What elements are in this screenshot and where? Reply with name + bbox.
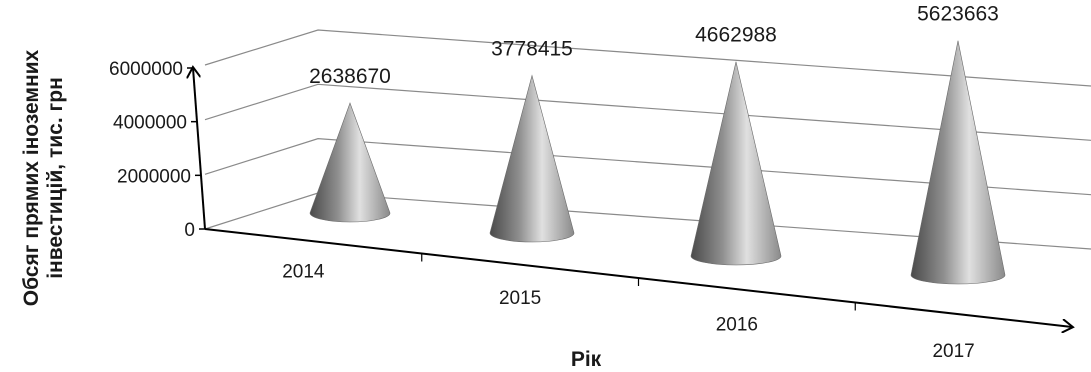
x-axis-ticks: 2014 2015 2016 2017 <box>282 253 975 362</box>
y-axis-ticks: 0 2000000 4000000 6000000 <box>109 59 205 241</box>
x-tick-label: 2014 <box>282 261 325 282</box>
cone-body <box>309 102 391 223</box>
cone-2016 <box>690 61 782 266</box>
gridline <box>204 138 1091 196</box>
y-axis-title-line-1: Обсяг прямих іноземних <box>20 49 43 306</box>
x-tick-label: 2016 <box>716 314 758 335</box>
data-label: 4662988 <box>695 24 777 47</box>
y-tick-label: 2000000 <box>117 166 191 187</box>
gridline <box>204 83 1091 141</box>
cone-2014 <box>309 102 391 223</box>
data-labels: 2638670 3778415 4662988 5623663 <box>309 3 999 88</box>
data-label: 3778415 <box>491 38 573 61</box>
cone-2015 <box>489 74 575 243</box>
x-tick-label: 2015 <box>499 288 541 309</box>
y-tick-label: 6000000 <box>109 59 183 80</box>
cones <box>309 40 1006 285</box>
data-label: 5623663 <box>917 3 999 26</box>
cone-body <box>489 74 575 243</box>
x-axis-title: Рік <box>571 348 602 371</box>
gridline <box>204 29 1091 87</box>
y-axis-line <box>193 68 206 230</box>
y-axis-title: Обсяг прямих іноземних інвестицій, тис. … <box>20 49 67 306</box>
data-label: 2638670 <box>309 65 391 88</box>
x-tick-label: 2017 <box>932 341 974 362</box>
cone-2017 <box>910 40 1006 285</box>
y-tick-label: 4000000 <box>113 113 187 134</box>
y-axis-title-line-2: інвестицій, тис. грн <box>44 77 67 279</box>
cone-body <box>910 40 1006 285</box>
cone-body <box>690 61 782 266</box>
y-tick-label: 0 <box>184 220 195 241</box>
